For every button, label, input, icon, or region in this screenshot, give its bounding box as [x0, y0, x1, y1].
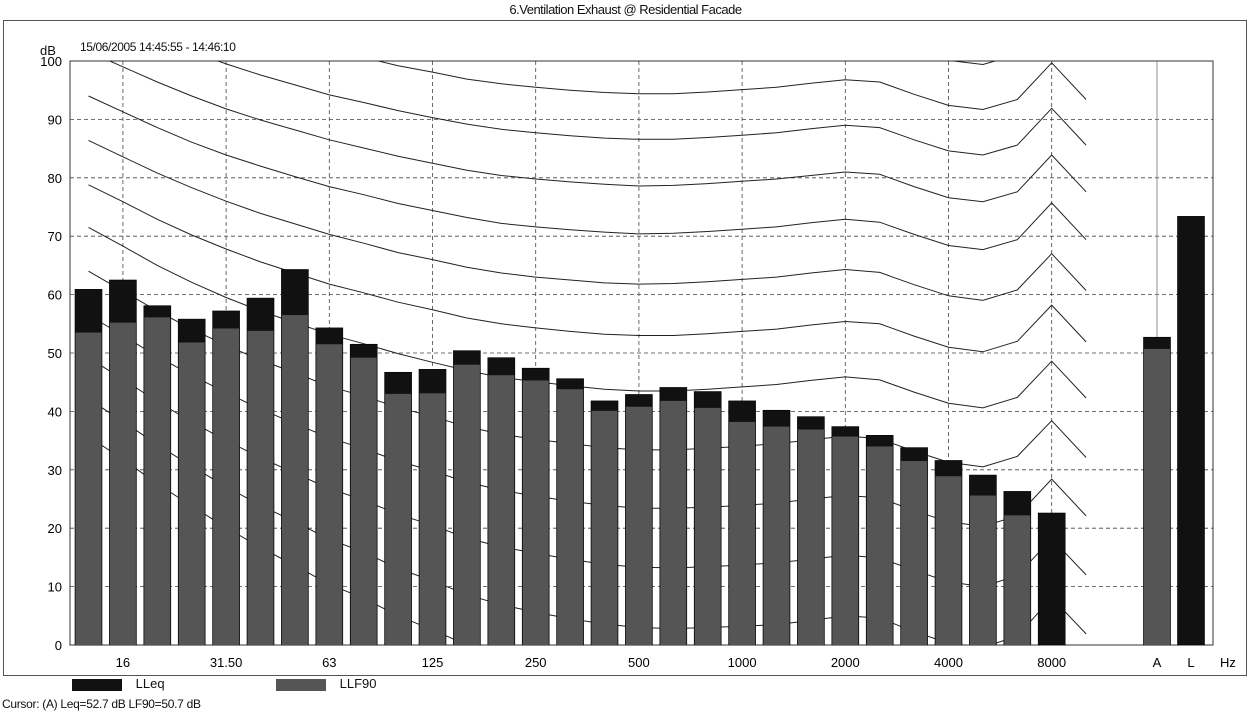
bar-llf90 [488, 375, 515, 645]
y-tick-label: 50 [48, 346, 62, 361]
bar-llf90 [660, 400, 687, 645]
noise-rating-curve [88, 95, 1087, 251]
bar-llf90 [350, 357, 377, 645]
noise-rating-curve [108, 61, 1087, 203]
noise-rating-curve [216, 61, 1087, 156]
bar-llf90 [213, 328, 240, 645]
x-unit-label: Hz [1220, 655, 1236, 670]
bar-llf90 [144, 317, 171, 645]
bar-llf90 [866, 446, 893, 645]
y-tick-label: 100 [40, 54, 62, 69]
bar-llf90 [729, 421, 756, 645]
bar-llf90 [591, 410, 618, 645]
bar-llf90 [694, 407, 721, 645]
legend-label-llf90: LLF90 [339, 676, 377, 691]
bar-llf90 [247, 330, 274, 645]
y-tick-label: 70 [48, 229, 62, 244]
bar-llf90 [522, 380, 549, 645]
x-tick-label: A [1153, 655, 1162, 670]
x-tick-label: 2000 [831, 655, 860, 670]
bar-llf90 [75, 332, 102, 645]
legend-item-llf90: LLF90 [276, 676, 377, 691]
noise-rating-curve [376, 61, 1087, 111]
bar-llf90 [1144, 348, 1170, 645]
x-tick-label: 125 [422, 655, 444, 670]
bar-llf90 [385, 393, 412, 645]
chart-title: 6.Ventilation Exhaust @ Residential Faca… [509, 2, 742, 17]
noise-rating-curve [949, 61, 997, 66]
bar-llf90 [109, 322, 136, 645]
legend-swatch-lleq [72, 678, 122, 691]
bar-llf90 [557, 389, 584, 645]
x-tick-label: 8000 [1037, 655, 1066, 670]
bar-llf90 [281, 315, 308, 645]
bar-llf90 [1004, 515, 1031, 645]
plot-frame [3, 20, 1247, 676]
bar-llf90 [178, 342, 205, 645]
y-tick-label: 0 [55, 638, 62, 653]
y-tick-label: 10 [48, 580, 62, 595]
y-tick-label: 80 [48, 171, 62, 186]
x-tick-label: 63 [322, 655, 336, 670]
bar-llf90 [797, 429, 824, 645]
x-tick-label: 1000 [728, 655, 757, 670]
bar-llf90 [453, 364, 480, 645]
y-tick-label: 20 [48, 521, 62, 536]
y-tick-label: 60 [48, 288, 62, 303]
bar-lleq [1177, 216, 1205, 646]
x-tick-label: 16 [116, 655, 130, 670]
noise-rating-curve [88, 139, 1087, 301]
y-tick-label: 90 [48, 112, 62, 127]
legend-swatch-llf90 [276, 678, 326, 691]
noise-rating-curve [88, 184, 1087, 353]
x-tick-label: 31.50 [210, 655, 243, 670]
x-tick-label: 500 [628, 655, 650, 670]
legend-label-lleq: LLeq [135, 676, 165, 691]
y-tick-label: 30 [48, 463, 62, 478]
bar-llf90 [901, 461, 928, 645]
legend-item-lleq: LLeq [72, 676, 165, 691]
bar-llf90 [935, 476, 962, 645]
cursor-readout: Cursor: (A) Leq=52.7 dB LF90=50.7 dB [2, 697, 201, 711]
bar-llf90 [316, 344, 343, 645]
measurement-period: 15/06/2005 14:45:55 - 14:46:10 [80, 40, 236, 54]
y-tick-label: 40 [48, 404, 62, 419]
x-tick-label: L [1187, 655, 1194, 670]
x-tick-label: 4000 [934, 655, 963, 670]
bar-llf90 [419, 393, 446, 645]
bar-llf90 [832, 436, 859, 645]
bar-llf90 [763, 426, 790, 645]
x-tick-label: 250 [525, 655, 547, 670]
bar-llf90 [625, 406, 652, 645]
bar-llf90 [969, 495, 996, 645]
y-axis-label: dB [40, 43, 56, 58]
bar-lleq [1037, 512, 1066, 646]
